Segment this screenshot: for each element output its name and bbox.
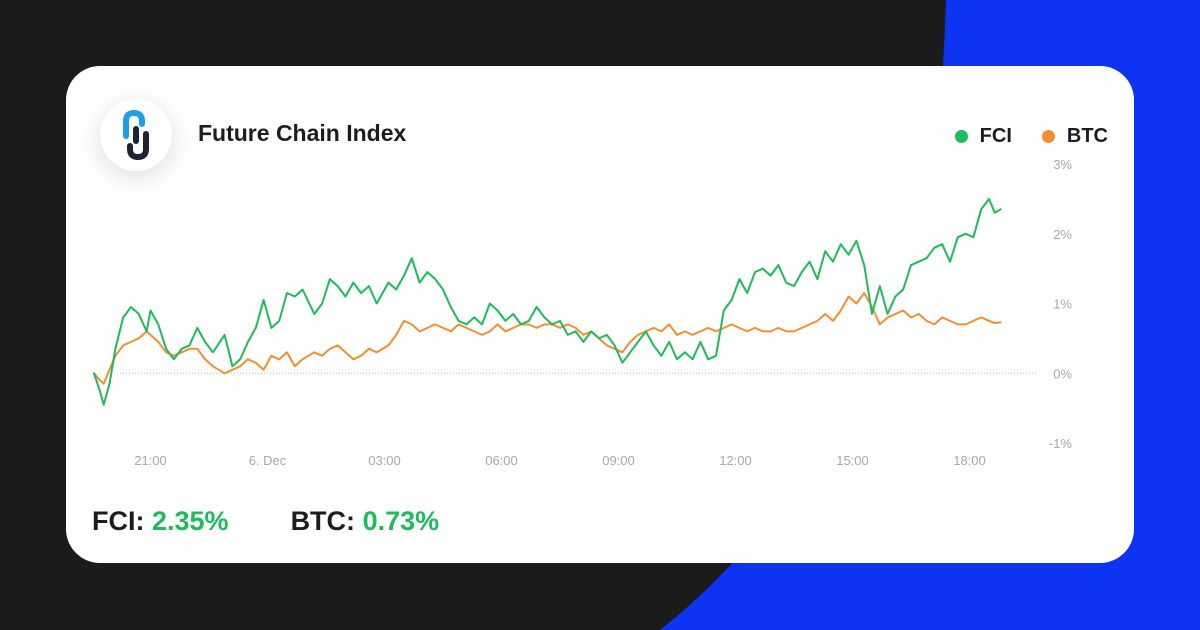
legend-label-fci: FCI [979,125,1012,147]
x-tick-label: 03:00 [368,453,401,468]
line-chart: -1% 0% 1% 2% 3% 21:00 6. Dec 03:00 06:00 09:00 12:… [93,157,1073,468]
summary-btc-value: 0.73% [362,506,440,536]
y-tick-label: 0% [1053,366,1072,381]
y-tick-label: 1% [1053,297,1072,312]
series-line-fci [93,197,1002,406]
summary-fci-label: FCI: [92,506,145,536]
chain-link-logo-icon [123,109,149,161]
chart-title: Future Chain Index [198,120,407,146]
legend-dot-fci [954,130,968,143]
x-tick-label: 09:00 [602,453,635,468]
legend-label-btc: BTC [1066,125,1108,147]
chart-card: Future Chain Index FCI BTC -1% 0% 1% 2% 3% 21… [66,66,1134,563]
x-tick-label: 15:00 [836,453,869,468]
summary-btc: BTC: 0.73% [291,506,440,537]
series-line-btc [93,292,1002,385]
legend-item-fci[interactable]: FCI [954,125,1012,148]
summary-btc-label: BTC: [290,506,356,536]
legend-dot-btc [1041,130,1055,143]
y-tick-label: -1% [1049,436,1073,451]
logo-badge [100,99,172,171]
y-tick-label: 3% [1053,157,1072,172]
y-tick-label: 2% [1053,227,1072,242]
summary-fci: FCI: 2.35% [92,506,229,537]
summary-row: FCI: 2.35% BTC: 0.73% [92,506,501,537]
legend-item-btc[interactable]: BTC [1041,125,1108,148]
x-tick-label: 6. Dec [249,453,287,468]
chart-legend: FCI BTC [925,125,1108,148]
x-tick-label: 18:00 [953,453,986,468]
summary-fci-value: 2.35% [152,506,229,536]
x-tick-label: 21:00 [134,453,167,468]
x-tick-label: 12:00 [719,453,752,468]
x-tick-label: 06:00 [485,453,518,468]
